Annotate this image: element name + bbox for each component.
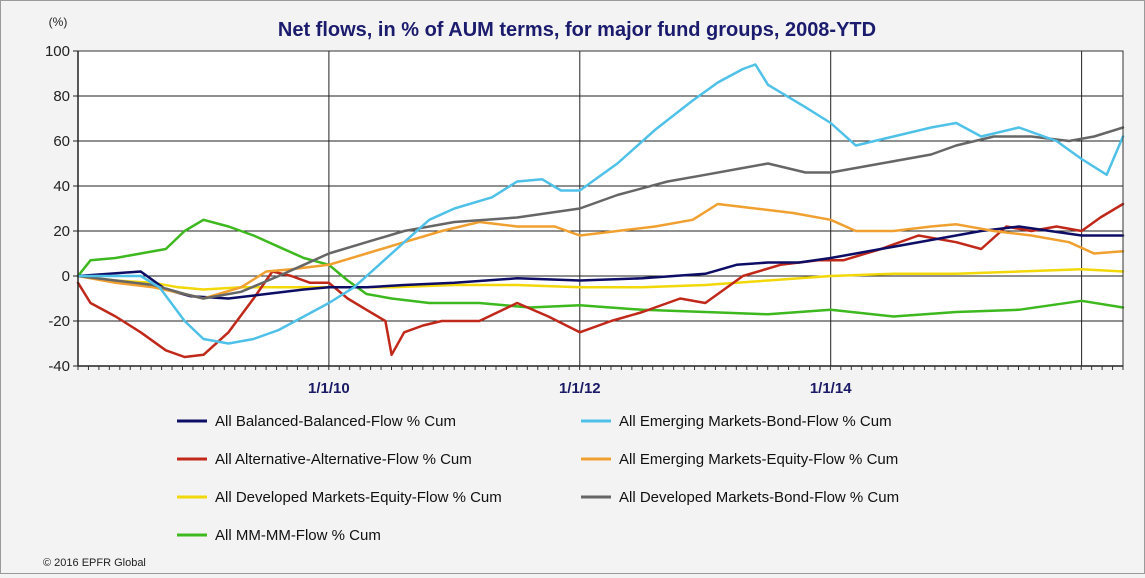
x-tick-label: 1/1/10 bbox=[308, 380, 350, 397]
y-axis-unit-label: (%) bbox=[49, 15, 68, 29]
legend-label: All Developed Markets-Equity-Flow % Cum bbox=[215, 489, 502, 506]
y-tick-label: 60 bbox=[53, 133, 70, 150]
plot-area bbox=[78, 51, 1123, 366]
legend-label: All Balanced-Balanced-Flow % Cum bbox=[215, 413, 456, 430]
series-lines bbox=[76, 63, 1125, 359]
legend-label: All Developed Markets-Bond-Flow % Cum bbox=[619, 489, 899, 506]
y-tick-label: 40 bbox=[53, 178, 70, 195]
series-line-6 bbox=[76, 202, 1125, 300]
y-tick-label: 20 bbox=[53, 223, 70, 240]
y-tick-label: -20 bbox=[48, 313, 70, 330]
grid-lines bbox=[77, 50, 1123, 367]
series-line-1 bbox=[76, 225, 1125, 300]
x-tick-label: 1/1/14 bbox=[810, 380, 852, 397]
source-credit: © 2016 EPFR Global bbox=[43, 557, 146, 569]
x-tick-label: 1/1/12 bbox=[559, 380, 601, 397]
chart-title: Net flows, in % of AUM terms, for major … bbox=[278, 19, 876, 41]
legend-label: All Emerging Markets-Equity-Flow % Cum bbox=[619, 451, 898, 468]
series-line-2 bbox=[76, 202, 1125, 359]
legend: All Balanced-Balanced-Flow % Cum All Alte… bbox=[177, 413, 899, 544]
legend-label: All MM-MM-Flow % Cum bbox=[215, 527, 381, 544]
y-tick-label: -40 bbox=[48, 358, 70, 375]
y-axis-ticks: -40 -20 0 20 40 60 80 100 bbox=[45, 43, 78, 375]
y-tick-label: 0 bbox=[62, 268, 70, 285]
legend-label: All Alternative-Alternative-Flow % Cum bbox=[215, 451, 472, 468]
series-line-5 bbox=[76, 63, 1125, 345]
series-line-7 bbox=[76, 126, 1125, 300]
y-tick-label: 100 bbox=[45, 43, 70, 60]
y-tick-label: 80 bbox=[53, 88, 70, 105]
legend-label: All Emerging Markets-Bond-Flow % Cum bbox=[619, 413, 892, 430]
x-axis-ticks: 1/1/10 1/1/12 1/1/14 bbox=[77, 366, 1124, 397]
series-line-4 bbox=[76, 218, 1125, 318]
series-line-3 bbox=[76, 268, 1125, 291]
